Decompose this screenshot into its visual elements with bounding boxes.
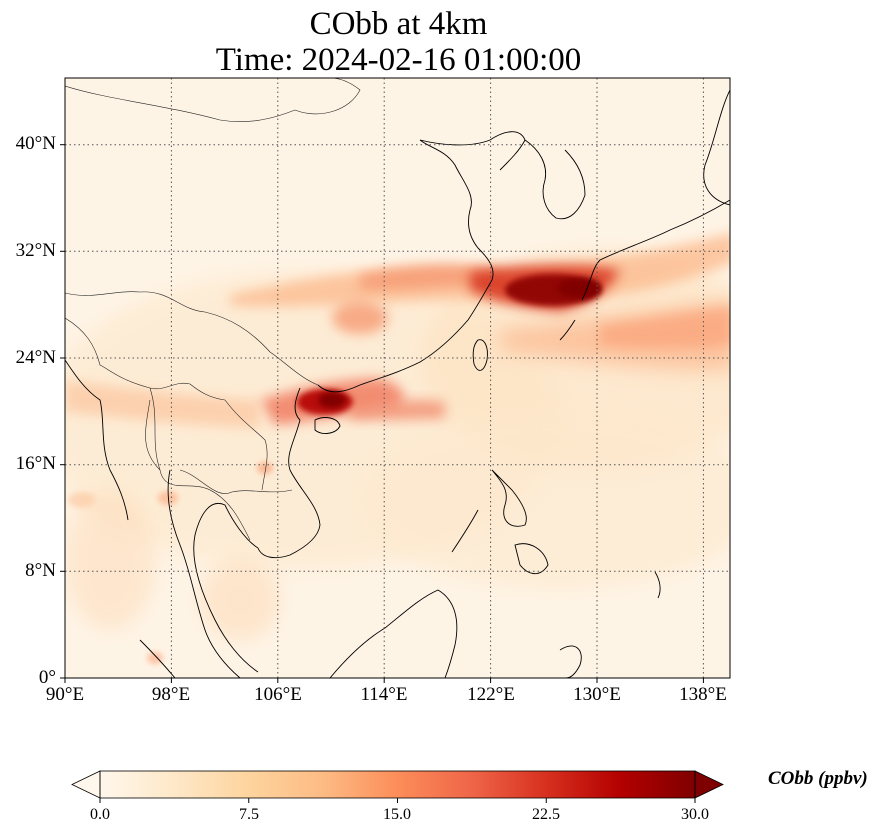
tick-marks <box>60 144 704 683</box>
colorbar-tick-label: 30.0 <box>681 806 709 823</box>
colorbar-tick-label: 22.5 <box>532 806 560 823</box>
y-tick-label: 16°N <box>15 453 56 474</box>
chart-title-line1: CObb at 4km <box>309 6 488 42</box>
chart-title-line2: Time: 2024-02-16 01:00:00 <box>215 42 582 78</box>
x-tick-label: 98°E <box>151 684 191 705</box>
x-tick-label: 122°E <box>467 684 515 705</box>
colorbar <box>71 770 724 803</box>
colorbar-gradient <box>100 771 695 798</box>
coastlines <box>65 89 730 678</box>
gridlines <box>65 78 730 678</box>
x-tick-label: 90°E <box>45 684 85 705</box>
x-tick-label: 138°E <box>679 684 727 705</box>
colorbar-tick-label: 7.5 <box>239 806 259 823</box>
country-borders <box>65 78 361 541</box>
map-frame <box>64 77 731 679</box>
colorbar-label: CObb (ppbv) <box>768 768 868 789</box>
x-tick-label: 130°E <box>573 684 621 705</box>
x-tick-label: 114°E <box>360 684 408 705</box>
concentration-field <box>65 78 730 678</box>
y-tick-label: 0° <box>38 667 56 688</box>
colorbar-extend-min <box>71 770 101 799</box>
colorbar-tick-label: 0.0 <box>90 806 110 823</box>
y-tick-label: 32°N <box>15 240 56 261</box>
y-tick-label: 40°N <box>15 133 56 154</box>
x-tick-label: 106°E <box>254 684 302 705</box>
colorbar-tick-label: 15.0 <box>383 806 411 823</box>
colorbar-extend-max <box>694 770 724 799</box>
y-tick-label: 24°N <box>15 347 56 368</box>
y-tick-label: 8°N <box>25 560 56 581</box>
